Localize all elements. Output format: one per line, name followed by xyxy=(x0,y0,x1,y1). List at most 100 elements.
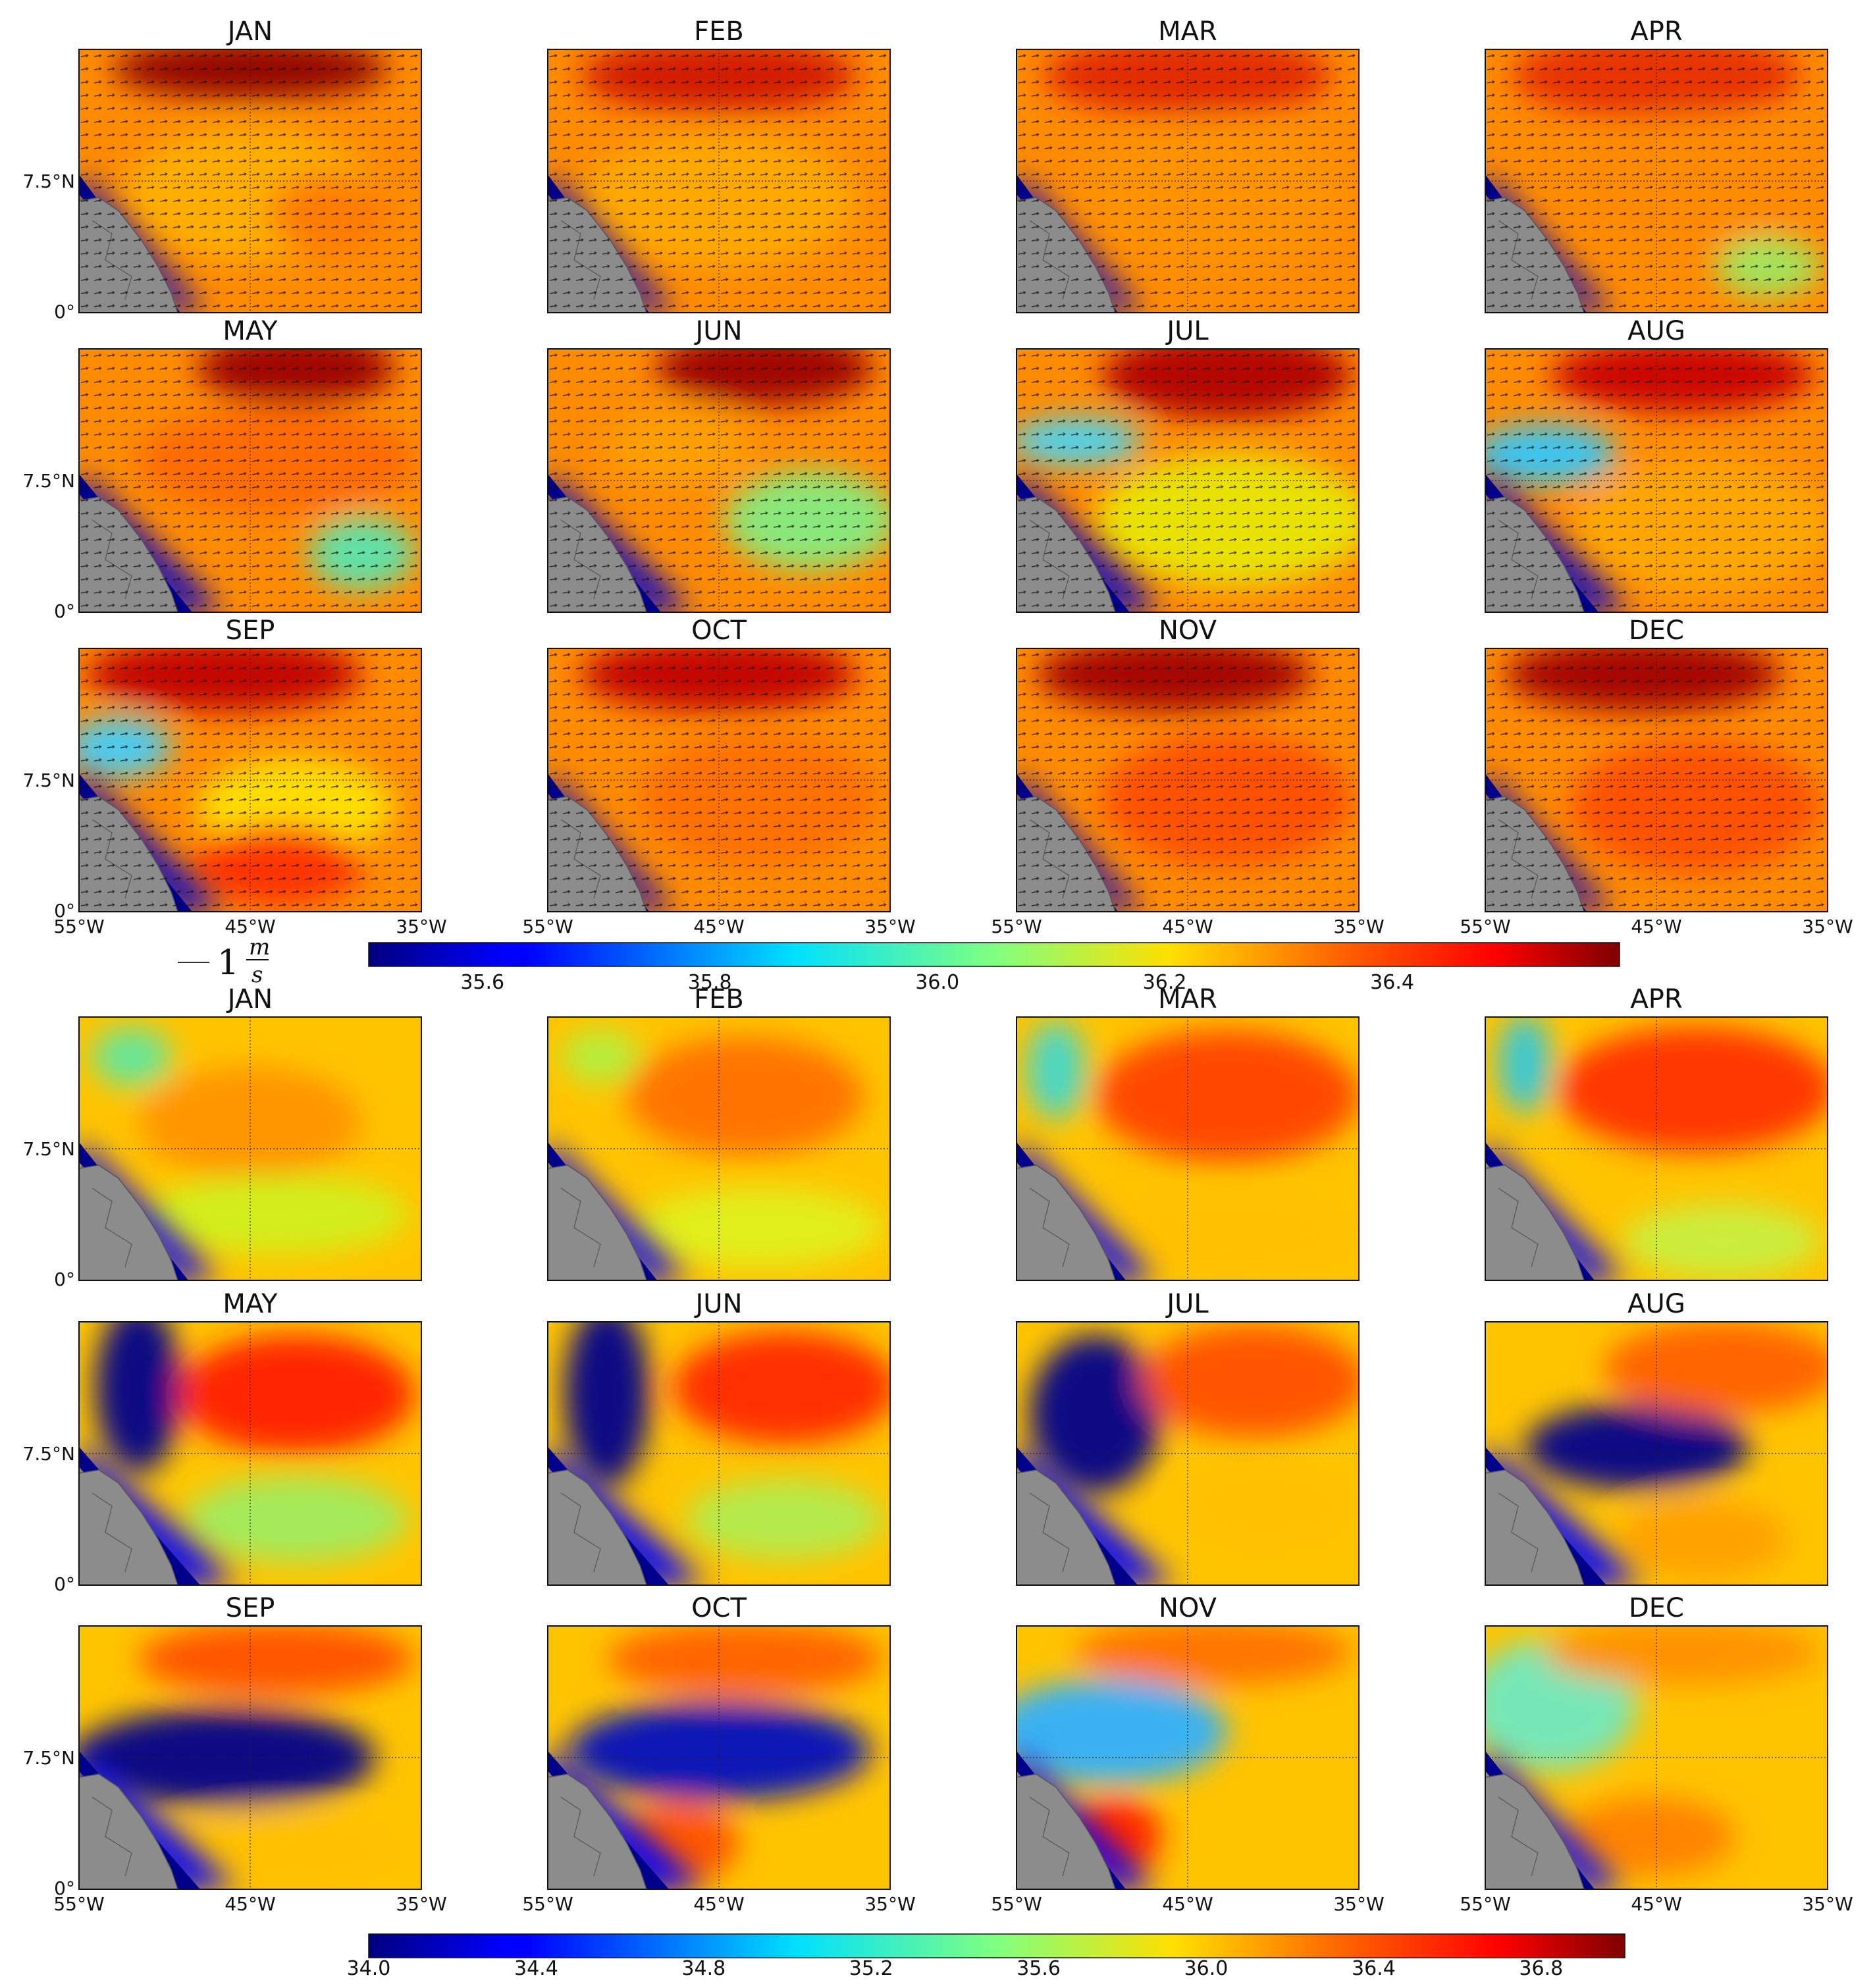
colorbar-tick-label: 34.8 xyxy=(681,1957,726,1980)
map-panel-jul: JUL xyxy=(1016,316,1360,613)
land-mask xyxy=(548,1164,647,1280)
amazon-plume xyxy=(548,1748,706,1889)
ytick-label: 7.5°N xyxy=(23,170,75,192)
land-mask xyxy=(79,1773,178,1889)
amazon-plume xyxy=(79,1444,237,1585)
panel-frame xyxy=(1485,1625,1828,1890)
panel-frame xyxy=(1016,1321,1360,1586)
map-panel-feb: FEB xyxy=(547,16,891,313)
panel-frame xyxy=(78,1321,422,1586)
panel-frame xyxy=(1485,648,1828,912)
panel-title: MAR xyxy=(1158,16,1217,47)
panel-title: SEP xyxy=(226,1593,275,1623)
panel-title: JUN xyxy=(694,316,743,346)
panel-title: JUL xyxy=(1165,1289,1209,1319)
map-panel-aug: AUG xyxy=(1485,316,1828,613)
panel-frame xyxy=(1016,348,1360,613)
ytick-label: 7.5°N xyxy=(23,1747,75,1769)
map-panel-jan: JAN xyxy=(78,16,422,313)
xtick-label: 55°W xyxy=(53,916,104,937)
land-mask xyxy=(1485,1164,1585,1280)
colorbar-tick-label: 35.6 xyxy=(1017,1957,1061,1980)
colorbar-tick-label: 34.0 xyxy=(347,1957,391,1980)
top-panel-grid: JAN 7.5°N 0° FEB MAR APR MAY 7.5°N 0° JUN JUL AUG SE… xyxy=(23,16,1853,937)
border-line xyxy=(92,1492,132,1573)
ytick-label: 7.5°N xyxy=(23,1443,75,1465)
xtick-label: 45°W xyxy=(693,916,744,937)
xtick-label: 35°W xyxy=(1802,1893,1853,1915)
xtick-label: 45°W xyxy=(1631,916,1681,937)
map-panel-dec: DEC xyxy=(1485,615,1828,912)
colorbar-tick-label: 35.8 xyxy=(688,971,732,994)
ytick-label: 0° xyxy=(54,900,75,922)
colorbar-gradient xyxy=(368,942,1620,967)
xtick-label: 45°W xyxy=(1162,916,1213,937)
map-panel-may: MAY xyxy=(78,316,422,613)
panel-frame xyxy=(547,49,891,313)
xtick-label: 45°W xyxy=(1631,1893,1681,1915)
panel-title: NOV xyxy=(1159,1593,1217,1623)
xtick-label: 45°W xyxy=(1162,1893,1213,1915)
amazon-plume xyxy=(1485,1748,1624,1889)
panel-title: AUG xyxy=(1627,316,1685,346)
panel-title: OCT xyxy=(691,615,747,646)
xtick-label: 35°W xyxy=(1802,916,1853,937)
panel-frame xyxy=(1016,49,1360,313)
ytick-label: 7.5°N xyxy=(23,470,75,492)
border-line xyxy=(560,1188,601,1268)
xtick-label: 35°W xyxy=(864,1893,915,1915)
panel-frame xyxy=(78,1625,422,1890)
border-line xyxy=(1029,1188,1070,1268)
amazon-plume xyxy=(79,1139,217,1280)
xtick-label: 35°W xyxy=(864,916,915,937)
xtick-label: 55°W xyxy=(53,1893,104,1915)
amazon-plume xyxy=(1017,1444,1175,1585)
key-unit-denominator: s xyxy=(251,962,263,988)
map-panel-jun: JUN xyxy=(547,316,891,613)
panel-title: MAR xyxy=(1158,984,1217,1014)
xtick-label: 35°W xyxy=(1333,1893,1384,1915)
border-line xyxy=(1498,1796,1539,1877)
panel-title: JAN xyxy=(226,984,273,1014)
land-mask xyxy=(79,1164,178,1280)
panel-title: DEC xyxy=(1629,615,1684,646)
map-panel-aug: AUG xyxy=(1485,1289,1828,1586)
panel-frame xyxy=(547,648,891,912)
map-panel-oct: OCT xyxy=(547,615,891,912)
panel-title: JUL xyxy=(1165,316,1209,346)
amazon-plume xyxy=(548,1139,686,1280)
panel-title: APR xyxy=(1630,16,1682,47)
panel-frame xyxy=(1485,1016,1828,1281)
colorbar: 34.0 34.4 34.8 35.2 35.6 36.0 36.4 36.8 xyxy=(347,1933,1625,1980)
xtick-label: 55°W xyxy=(991,916,1042,937)
map-panel-jul: JUL xyxy=(1016,1289,1360,1586)
panel-frame xyxy=(78,49,422,313)
colorbar-tick-label: 35.2 xyxy=(849,1957,893,1980)
map-panel-mar: MAR xyxy=(1016,984,1360,1281)
ytick-label: 7.5°N xyxy=(23,770,75,791)
ytick-label: 7.5°N xyxy=(23,1138,75,1160)
panel-title: JAN xyxy=(226,16,273,47)
panel-frame xyxy=(1016,648,1360,912)
panel-frame xyxy=(1485,49,1828,313)
map-panel-feb: FEB xyxy=(547,984,891,1281)
amazon-plume xyxy=(1485,1139,1624,1280)
key-value: 1 xyxy=(217,943,239,983)
panel-frame xyxy=(78,1016,422,1281)
xtick-label: 35°W xyxy=(396,916,446,937)
colorbar-tick-label: 34.4 xyxy=(514,1957,558,1980)
colorbar-tick-label: 36.2 xyxy=(1143,971,1187,994)
map-panel-apr: APR xyxy=(1485,16,1828,313)
xtick-label: 45°W xyxy=(693,1893,744,1915)
map-panel-oct: OCT xyxy=(547,1593,891,1890)
land-mask xyxy=(548,1469,647,1585)
xtick-label: 55°W xyxy=(991,1893,1042,1915)
panel-title: SEP xyxy=(226,615,275,646)
map-panel-jun: JUN xyxy=(547,1289,891,1586)
panel-frame xyxy=(78,348,422,613)
border-line xyxy=(1029,1796,1070,1877)
colorbar-tick-label: 36.4 xyxy=(1352,1957,1396,1980)
panel-frame xyxy=(1016,1016,1360,1281)
panel-frame xyxy=(547,348,891,613)
colorbar-tick-label: 36.4 xyxy=(1370,971,1414,994)
